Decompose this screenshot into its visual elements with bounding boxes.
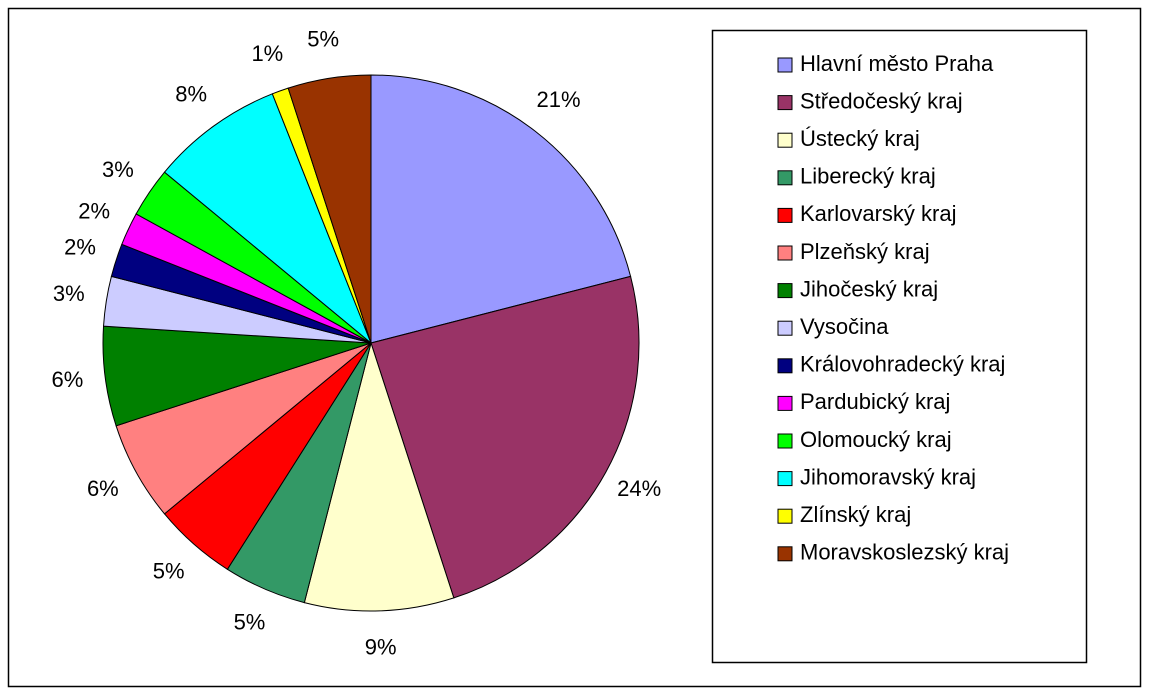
- data-label: 24%: [617, 476, 661, 501]
- legend-label: Karlovarský kraj: [800, 201, 956, 226]
- legend-swatch: [777, 320, 793, 336]
- legend-swatch: [777, 245, 793, 261]
- legend-label: Zlínský kraj: [800, 502, 911, 527]
- data-label: 6%: [52, 367, 84, 392]
- data-label: 5%: [234, 610, 266, 635]
- data-label: 9%: [365, 635, 397, 660]
- data-label: 2%: [78, 199, 110, 224]
- legend-swatch: [777, 57, 793, 73]
- legend-swatch: [777, 283, 793, 299]
- legend-swatch: [777, 207, 793, 223]
- legend-label: Vysočina: [800, 314, 889, 339]
- pie-slice: [287, 74, 372, 344]
- pie-slice: [370, 74, 632, 344]
- pie-slice: [163, 93, 372, 344]
- legend-box: [711, 29, 1088, 664]
- data-label: 21%: [537, 87, 581, 112]
- legend-swatch: [777, 508, 793, 524]
- data-label: 3%: [53, 281, 85, 306]
- data-label: 3%: [102, 157, 134, 182]
- pie-slice: [303, 341, 455, 612]
- pie-slice: [370, 275, 640, 599]
- legend-swatch: [777, 471, 793, 487]
- legend-label: Královohradecký kraj: [800, 352, 1005, 377]
- legend-swatch: [777, 433, 793, 449]
- legend-label: Moravskoslezský kraj: [800, 540, 1009, 565]
- legend-swatch: [777, 95, 793, 111]
- legend-label: Pardubický kraj: [800, 389, 950, 414]
- legend-label: Liberecký kraj: [800, 164, 936, 189]
- legend-label: Plzeňský kraj: [800, 239, 930, 264]
- data-label: 8%: [175, 81, 207, 106]
- legend-swatch: [777, 170, 793, 186]
- legend-label: Středočeský kraj: [800, 88, 963, 113]
- data-label: 5%: [153, 558, 185, 583]
- legend-label: Olomoucký kraj: [800, 427, 952, 452]
- legend-label: Ústecký kraj: [800, 126, 920, 151]
- legend-label: Hlavní město Praha: [800, 51, 994, 76]
- data-label: 1%: [251, 41, 283, 66]
- legend-swatch: [777, 395, 793, 411]
- legend-swatch: [777, 358, 793, 374]
- data-label: 2%: [64, 234, 96, 259]
- data-label: 5%: [307, 27, 339, 52]
- data-label: 6%: [87, 476, 119, 501]
- legend-swatch: [777, 546, 793, 562]
- legend-label: Jihomoravský kraj: [800, 464, 976, 489]
- legend-swatch: [777, 132, 793, 148]
- legend-label: Jihočeský kraj: [800, 276, 938, 301]
